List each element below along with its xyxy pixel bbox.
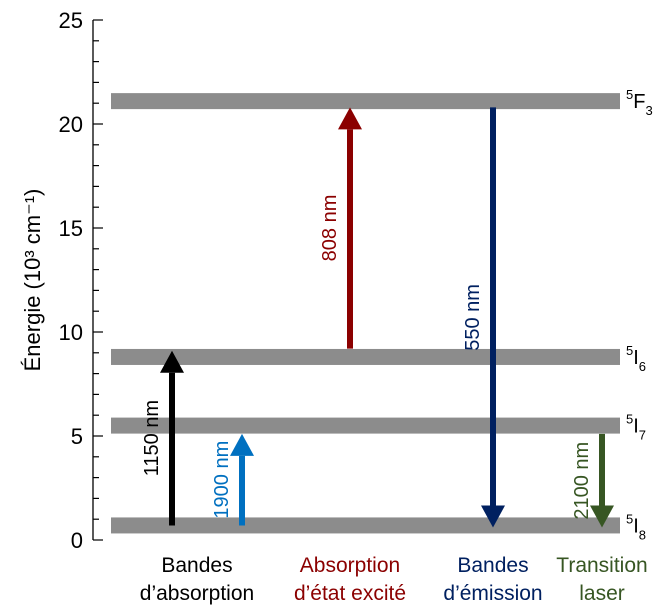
energy-level-bar (111, 348, 620, 365)
arrow-head (230, 433, 254, 456)
group-labels: Bandes d’absorption Absorption d’état excit… (140, 554, 648, 605)
group-label-line2: d’émission (443, 582, 542, 605)
arrow-head (590, 505, 614, 528)
transition-808: 808 nm (319, 107, 362, 349)
arrow-head (338, 107, 362, 130)
transition-label: 1900 nm (211, 441, 233, 519)
transition-550: 550 nm (462, 107, 505, 528)
y-tick-label: 15 (59, 216, 83, 241)
transition-arrows: 1150 nm 1900 nm 808 nm 550 nm 2100 nm (141, 107, 614, 528)
group-label: Transition laser (556, 554, 647, 605)
energy-level-5I8: 5I8 (111, 511, 646, 542)
transition-2100: 2100 nm (571, 433, 614, 528)
transition-1900: 1900 nm (211, 433, 254, 526)
energy-level-5I6: 5I6 (111, 343, 646, 374)
energy-level-bar (111, 93, 620, 110)
group-label-line1: Bandes (161, 554, 232, 577)
arrow-head (481, 505, 505, 528)
group-label-line2: laser (579, 582, 625, 605)
group-label-line1: Transition (556, 554, 647, 577)
energy-level-label: 5I7 (626, 412, 646, 443)
energy-level-label: 5I6 (626, 343, 646, 374)
group-label: Bandes d’absorption (140, 554, 254, 605)
energy-level-bar (111, 517, 620, 534)
y-tick-label: 0 (71, 528, 83, 553)
group-label: Absorption d’état excité (294, 554, 406, 605)
transition-1150: 1150 nm (141, 350, 184, 526)
y-axis-label: Énergie (10³ cm⁻¹) (20, 189, 45, 372)
y-tick-label: 25 (59, 8, 83, 33)
energy-level-5F3: 5F3 (111, 87, 653, 118)
group-label: Bandes d’émission (443, 554, 542, 605)
arrow-head (160, 350, 184, 373)
energy-level-label: 5I8 (626, 511, 646, 542)
energy-level-label: 5F3 (626, 87, 653, 118)
y-tick-label: 20 (59, 112, 83, 137)
transition-label: 808 nm (319, 195, 341, 262)
y-tick-label: 10 (59, 320, 83, 345)
group-label-line2: d’absorption (140, 582, 254, 605)
y-axis: 0 5 10 15 20 25 Énergie (10³ cm⁻¹) (20, 8, 103, 553)
group-label-line1: Bandes (457, 554, 528, 577)
group-label-line2: d’état excité (294, 582, 406, 605)
y-tick-label: 5 (71, 424, 83, 449)
group-label-line1: Absorption (300, 554, 400, 577)
energy-level-5I7: 5I7 (111, 412, 646, 443)
transition-label: 550 nm (462, 284, 484, 351)
energy-level-bar (111, 417, 620, 434)
transition-label: 2100 nm (571, 442, 593, 520)
transition-label: 1150 nm (141, 400, 163, 476)
